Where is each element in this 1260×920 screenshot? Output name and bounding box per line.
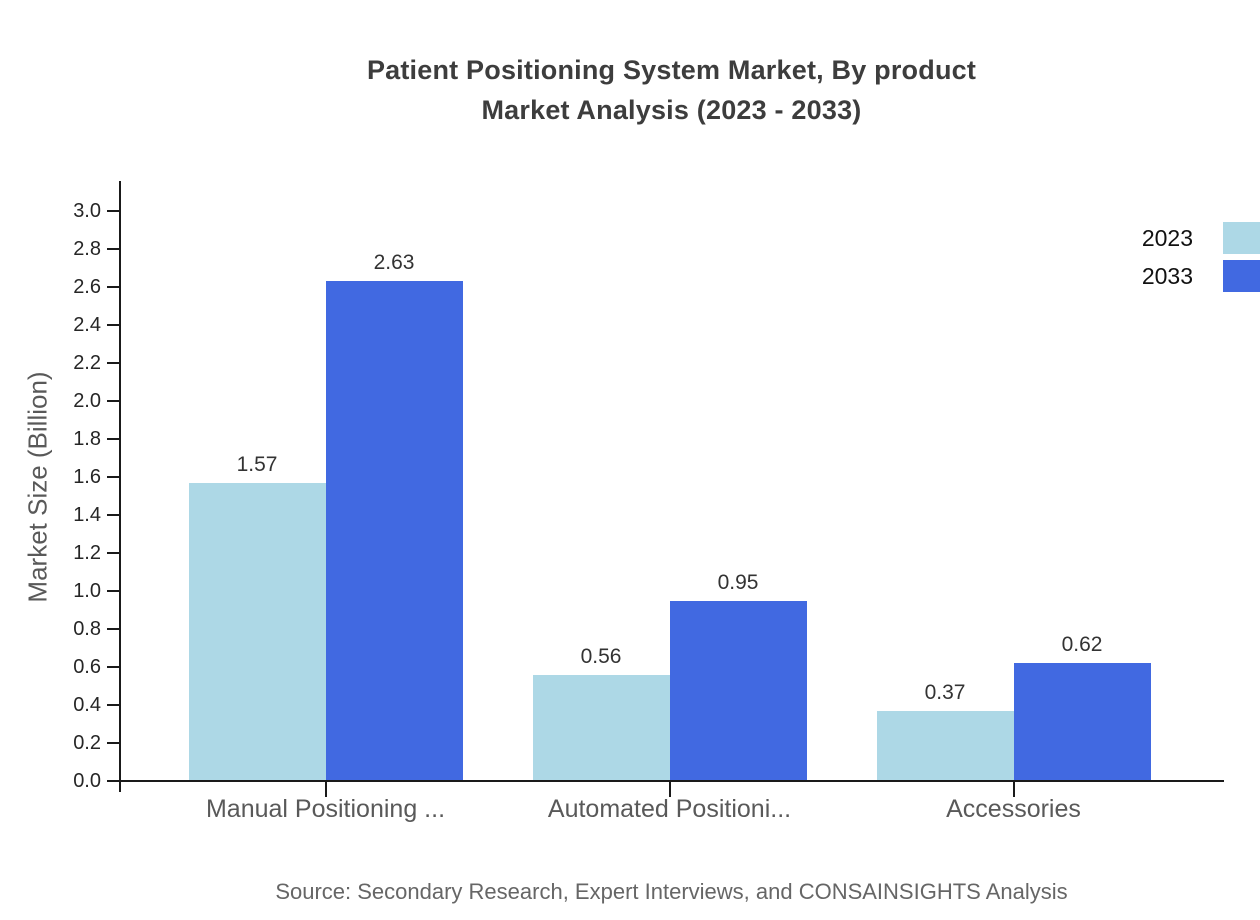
legend-label-2033: 2033 [1141, 262, 1193, 289]
y-tick-label-0.8: 0.8 [73, 618, 101, 640]
category-label-0: Manual Positioning ... [205, 795, 446, 823]
x-tick-0 [324, 782, 327, 797]
legend-label-2023: 2023 [1141, 224, 1193, 251]
y-tick-label-1.6: 1.6 [73, 466, 101, 488]
y-tick-label-3.0: 3.0 [73, 200, 101, 222]
y-tick-label-0.2: 0.2 [73, 732, 101, 754]
y-tick-1.2 [107, 552, 119, 554]
y-tick-label-2.0: 2.0 [73, 390, 101, 412]
y-tick-0.2 [107, 742, 119, 744]
y-tick-label-0.4: 0.4 [73, 694, 101, 716]
value-label-2023-2: 0.37 [924, 680, 966, 704]
bar-2023-2 [876, 710, 1014, 780]
bar-2033-2 [1013, 663, 1151, 780]
y-tick-label-2.6: 2.6 [73, 276, 101, 298]
category-label-2: Accessories [946, 795, 1081, 823]
value-label-2033-0: 2.63 [373, 251, 415, 275]
value-label-2023-1: 0.56 [580, 644, 622, 668]
chart-title-line1: Patient Positioning System Market, By pr… [366, 55, 977, 85]
chart-title-line2: Market Analysis (2023 - 2033) [481, 95, 862, 125]
y-tick-1.6 [107, 476, 119, 478]
legend-item-2033: 2033 [1142, 260, 1260, 292]
bar-2033-1 [669, 600, 807, 780]
y-tick-label-1.2: 1.2 [73, 542, 101, 564]
y-tick-1.4 [107, 514, 119, 516]
y-tick-3.0 [107, 210, 119, 212]
value-label-2033-2: 0.62 [1061, 633, 1103, 657]
y-tick-2.0 [107, 400, 119, 402]
bar-2023-1 [532, 674, 670, 780]
y-tick-0.4 [107, 704, 119, 706]
legend-swatch-2033 [1223, 260, 1260, 292]
y-tick-2.6 [107, 286, 119, 288]
value-label-2033-1: 0.95 [717, 570, 759, 594]
legend: 2023 2033 [1000, 0, 1260, 300]
y-tick-2.2 [107, 362, 119, 364]
y-tick-0.6 [107, 666, 119, 668]
y-tick-2.8 [107, 248, 119, 250]
x-tick-1 [668, 782, 671, 797]
y-axis-line [119, 181, 121, 792]
y-tick-0.8 [107, 628, 119, 630]
x-tick-2 [1012, 782, 1015, 797]
category-label-1: Automated Positioni... [547, 795, 792, 823]
y-tick-label-2.8: 2.8 [73, 238, 101, 260]
y-tick-label-1.0: 1.0 [73, 580, 101, 602]
source-note: Source: Secondary Research, Expert Inter… [275, 879, 1068, 904]
y-tick-0.0 [107, 780, 119, 782]
bar-2033-0 [325, 281, 463, 780]
chart-title: Patient Positioning System Market, By pr… [120, 50, 1223, 130]
y-tick-label-0.6: 0.6 [73, 656, 101, 678]
legend-swatch-2023 [1223, 222, 1260, 254]
y-tick-label-2.2: 2.2 [73, 352, 101, 374]
y-tick-label-1.4: 1.4 [73, 504, 101, 526]
value-label-2023-0: 1.57 [236, 452, 278, 476]
bar-2023-0 [188, 482, 326, 780]
y-tick-label-0.0: 0.0 [73, 770, 101, 792]
x-axis-line [119, 780, 1224, 782]
y-tick-2.4 [107, 324, 119, 326]
y-tick-label-2.4: 2.4 [73, 314, 101, 336]
y-tick-1.0 [107, 590, 119, 592]
legend-item-2023: 2023 [1142, 222, 1260, 254]
y-tick-1.8 [107, 438, 119, 440]
y-tick-label-1.8: 1.8 [73, 428, 101, 450]
